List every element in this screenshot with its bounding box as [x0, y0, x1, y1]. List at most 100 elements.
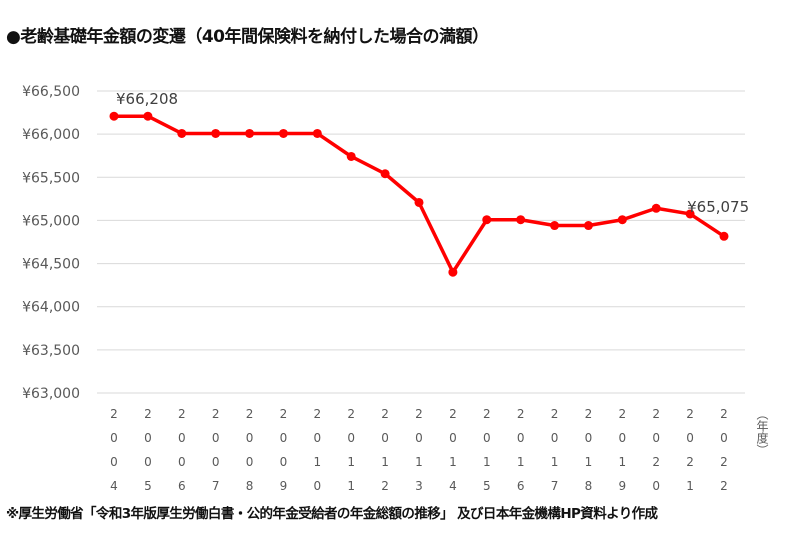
- x-tick-label: 0: [381, 431, 389, 445]
- x-tick-label: 2: [517, 407, 525, 421]
- x-tick-label: 2: [720, 455, 728, 469]
- x-tick-label: 2: [619, 407, 627, 421]
- x-tick-label: 2: [720, 407, 728, 421]
- x-tick-label: 0: [110, 431, 118, 445]
- x-tick-label: 0: [686, 431, 694, 445]
- x-tick-label: 1: [347, 455, 355, 469]
- x-tick-label: 2: [415, 407, 423, 421]
- x-tick-label: 8: [246, 479, 254, 493]
- x-tick-label: 7: [212, 479, 220, 493]
- x-tick-label: 0: [246, 431, 254, 445]
- data-point: [482, 215, 492, 225]
- y-tick-label: ¥64,500: [22, 257, 80, 273]
- data-point: [617, 215, 627, 225]
- chart-title: ●老齢基礎年金額の変遷（40年間保険料を納付した場合の満額）: [6, 27, 489, 47]
- x-tick-label: 2: [280, 407, 288, 421]
- x-tick-label: 0: [246, 455, 254, 469]
- x-tick-label: 1: [483, 455, 491, 469]
- data-point: [109, 111, 119, 121]
- x-tick-label: 0: [110, 455, 118, 469]
- x-tick-label: 5: [483, 479, 491, 493]
- x-tick-label: 0: [280, 431, 288, 445]
- x-tick-label: 0: [144, 455, 152, 469]
- data-point: [685, 209, 695, 219]
- x-tick-label: 2: [381, 479, 389, 493]
- x-tick-label: 2: [212, 407, 220, 421]
- x-tick-label: 1: [686, 479, 694, 493]
- x-axis-label: （年度）: [755, 408, 769, 456]
- data-point: [278, 128, 288, 138]
- x-tick-label: 1: [551, 455, 559, 469]
- x-tick-label: 2: [483, 407, 491, 421]
- x-tick-label: 0: [178, 431, 186, 445]
- x-tick-label: 0: [347, 431, 355, 445]
- x-tick-label: 0: [212, 455, 220, 469]
- data-point: [583, 221, 593, 231]
- x-tick-label: 9: [280, 479, 288, 493]
- data-point: [312, 128, 322, 138]
- x-tick-label: 0: [144, 431, 152, 445]
- x-tick-label: 2: [314, 407, 322, 421]
- x-tick-label: 2: [720, 479, 728, 493]
- x-tick-label: 2: [381, 407, 389, 421]
- y-tick-label: ¥66,500: [22, 84, 80, 100]
- data-point: [550, 221, 560, 231]
- data-point: [719, 231, 729, 241]
- data-point: [516, 215, 526, 225]
- source-note: ※厚生労働省「令和3年版厚生労働白書・公的年金受給者の年金総額の推移」 及び日本…: [6, 506, 658, 522]
- x-tick-label: 0: [314, 479, 322, 493]
- y-tick-label: ¥65,000: [22, 213, 80, 229]
- x-tick-label: 2: [551, 407, 559, 421]
- x-tick-label: 4: [449, 479, 457, 493]
- data-label: ¥66,208: [116, 90, 178, 108]
- x-tick-label: 5: [144, 479, 152, 493]
- x-tick-label: 2: [144, 407, 152, 421]
- x-tick-label: 0: [619, 431, 627, 445]
- x-tick-label: 1: [347, 479, 355, 493]
- x-tick-label: 6: [178, 479, 186, 493]
- x-tick-label: 1: [314, 455, 322, 469]
- series-line: [114, 114, 725, 274]
- data-point: [211, 128, 221, 138]
- y-tick-label: ¥66,000: [22, 127, 80, 143]
- x-tick-label: 0: [314, 431, 322, 445]
- x-tick-label: 1: [415, 455, 423, 469]
- x-tick-label: 1: [585, 455, 593, 469]
- x-tick-label: 0: [585, 431, 593, 445]
- data-point: [414, 197, 424, 207]
- x-tick-label: 2: [110, 407, 118, 421]
- x-tick-label: 2: [449, 407, 457, 421]
- x-tick-label: 1: [449, 455, 457, 469]
- x-tick-label: 0: [212, 431, 220, 445]
- x-tick-label: 0: [178, 455, 186, 469]
- data-point: [245, 128, 255, 138]
- data-point: [143, 111, 153, 121]
- y-tick-label: ¥63,500: [22, 343, 80, 359]
- data-point: [346, 151, 356, 161]
- x-tick-label: 4: [110, 479, 118, 493]
- data-point: [177, 128, 187, 138]
- x-tick-label: 1: [381, 455, 389, 469]
- data-label: ¥65,075: [687, 198, 749, 216]
- x-tick-label: 6: [517, 479, 525, 493]
- x-tick-label: 1: [517, 455, 525, 469]
- x-tick-label: 7: [551, 479, 559, 493]
- x-tick-label: 0: [551, 431, 559, 445]
- x-tick-label: 0: [483, 431, 491, 445]
- x-tick-label: 2: [652, 407, 660, 421]
- x-tick-label: 0: [449, 431, 457, 445]
- data-point: [380, 169, 390, 179]
- x-tick-label: 0: [415, 431, 423, 445]
- data-point: [651, 203, 661, 213]
- x-tick-label: 0: [652, 479, 660, 493]
- x-tick-label: 3: [415, 479, 423, 493]
- x-tick-label: 1: [619, 455, 627, 469]
- x-tick-label: 0: [720, 431, 728, 445]
- y-tick-label: ¥65,500: [22, 170, 80, 186]
- x-tick-label: 9: [619, 479, 627, 493]
- x-tick-label: 2: [652, 455, 660, 469]
- data-point: [448, 267, 458, 277]
- x-tick-label: 2: [686, 407, 694, 421]
- x-tick-label: 2: [246, 407, 254, 421]
